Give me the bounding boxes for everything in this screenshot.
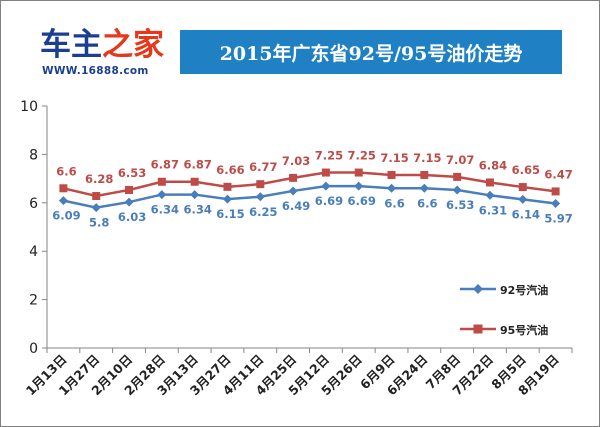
data-point — [354, 168, 363, 177]
data-label: 6.69 — [348, 194, 376, 208]
legend-marker-92 — [460, 284, 496, 294]
data-label: 6.53 — [118, 166, 146, 180]
data-label: 6.15 — [216, 207, 244, 221]
legend-marker-95 — [460, 324, 496, 334]
data-label: 7.25 — [348, 149, 376, 163]
data-label: 7.15 — [413, 151, 441, 165]
data-point — [223, 182, 232, 191]
data-point — [222, 194, 232, 204]
data-point — [289, 173, 298, 182]
data-point — [255, 192, 265, 202]
data-point — [91, 203, 101, 213]
data-point — [321, 181, 331, 191]
y-tick-label: 2 — [29, 293, 38, 309]
y-tick-label: 8 — [29, 147, 38, 163]
logo-wordmark: 车主之家 — [40, 26, 164, 64]
data-point — [125, 185, 134, 194]
chart-title: 2015年广东省92号/95号油价走势 — [219, 42, 523, 65]
data-label: 6.6 — [56, 164, 76, 178]
data-point — [59, 184, 68, 193]
data-label: 6.87 — [151, 158, 179, 172]
series-line-1 — [63, 171, 556, 198]
data-point — [452, 185, 462, 195]
data-point — [387, 183, 397, 193]
data-point — [518, 183, 527, 192]
y-tick-label: 10 — [20, 99, 38, 115]
data-label: 6.65 — [512, 163, 540, 177]
data-label: 6.34 — [151, 203, 179, 217]
data-point — [288, 186, 298, 196]
data-point — [485, 190, 495, 200]
data-label: 7.15 — [380, 151, 408, 165]
data-point — [256, 180, 265, 189]
data-label: 7.07 — [446, 153, 474, 167]
legend-label-92: 92号汽油 — [500, 284, 549, 297]
data-point — [387, 170, 396, 179]
data-label: 6.47 — [544, 167, 572, 181]
data-point — [157, 177, 166, 186]
data-label: 6.87 — [183, 158, 211, 172]
logo-text-1: 车主 — [40, 27, 102, 63]
data-label: 6.6 — [417, 196, 437, 210]
data-label: 5.97 — [544, 212, 572, 226]
data-point — [551, 187, 560, 196]
data-point — [190, 190, 200, 200]
data-label: 6.84 — [479, 158, 507, 172]
data-label: 6.14 — [512, 207, 540, 221]
data-point — [485, 178, 494, 187]
data-point — [419, 183, 429, 193]
legend-label-95: 95号汽油 — [500, 324, 549, 337]
legend-item-92: 92号汽油 — [458, 280, 578, 300]
site-logo: 车主之家 WWW.16888.com — [40, 26, 180, 88]
data-label: 6.6 — [384, 196, 404, 210]
data-point — [420, 170, 429, 179]
data-point — [321, 168, 330, 177]
series-line-0 — [63, 184, 556, 209]
logo-url: WWW.16888.com — [42, 65, 149, 77]
data-label: 6.49 — [282, 199, 310, 213]
data-point — [551, 199, 561, 209]
logo-text-2: 之家 — [102, 27, 164, 63]
data-label: 6.66 — [216, 163, 244, 177]
data-label: 6.77 — [249, 160, 277, 174]
y-tick-label: 0 — [29, 341, 38, 357]
y-tick-label: 4 — [29, 244, 38, 260]
data-label: 6.31 — [479, 203, 507, 217]
data-label: 7.25 — [315, 149, 343, 163]
data-label: 6.34 — [183, 203, 211, 217]
data-point — [58, 196, 68, 206]
data-label: 6.09 — [52, 209, 80, 223]
data-label: 7.03 — [282, 154, 310, 168]
data-label: 5.8 — [89, 216, 109, 230]
data-point — [354, 181, 364, 191]
legend: 92号汽油 95号汽油 — [458, 280, 578, 360]
data-label: 6.25 — [249, 205, 277, 219]
data-label: 6.03 — [118, 210, 146, 224]
data-point — [518, 194, 528, 204]
data-label: 6.69 — [315, 194, 343, 208]
data-point — [190, 177, 199, 186]
data-point — [157, 190, 167, 200]
chart-title-banner: 2015年广东省92号/95号油价走势 — [180, 30, 562, 74]
data-point — [124, 197, 134, 207]
data-label: 6.53 — [446, 198, 474, 212]
y-tick-label: 6 — [29, 196, 38, 212]
data-point — [92, 192, 101, 201]
data-point — [453, 172, 462, 181]
data-label: 6.28 — [85, 172, 113, 186]
legend-item-95: 95号汽油 — [458, 320, 578, 340]
